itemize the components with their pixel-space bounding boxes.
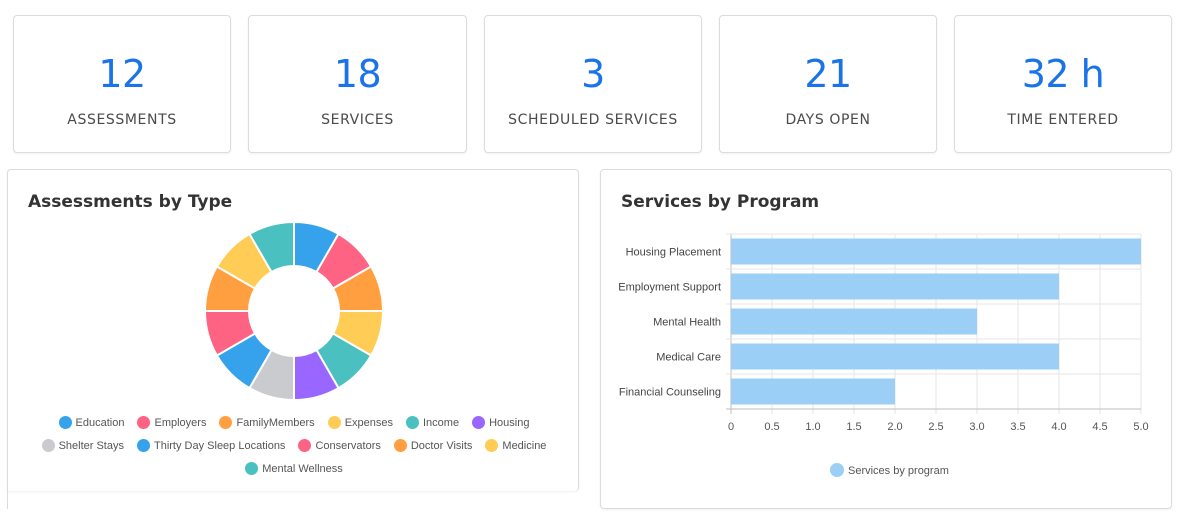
x-tick-label: 1.0: [805, 421, 820, 433]
services-bar-chart: 0 0.5 1.0 1.5 2.0 2.5 3.0 3.5 4.0 4.5 5.0 Housing P…: [618, 233, 1149, 477]
kpi-card-scheduled-services: 3 SCHEDULED SERVICES: [484, 15, 702, 153]
x-tick-label: 0.5: [764, 421, 779, 433]
kpi-value: 3: [581, 52, 605, 96]
legend-swatch: [245, 462, 259, 475]
legend-item-shelter-stays[interactable]: Shelter Stays: [41, 439, 124, 452]
kpi-value: 18: [333, 52, 382, 96]
legend-label: Thirty Day Sleep Locations: [153, 439, 286, 452]
assessments-doughnut-chart: [203, 220, 385, 402]
legend-label: Medicine: [502, 439, 547, 452]
doughnut-slice-mental-wellness[interactable]: [248, 220, 295, 274]
y-category-label: Housing Placement: [626, 247, 721, 259]
legend-label: Income: [423, 416, 460, 429]
legend-item-conservators[interactable]: Conservators: [298, 439, 381, 452]
legend-item-medicine[interactable]: Medicine: [485, 439, 546, 452]
legend-item-mental-wellness[interactable]: Mental Wellness: [245, 462, 343, 475]
legend-label: Conservators: [315, 439, 381, 452]
kpi-card-days-open: 21 DAYS OPEN: [719, 15, 937, 153]
services-by-program-panel: Services by Program 0 0.5 1.0 1.5 2.0 2.5 3.0 3…: [600, 169, 1172, 509]
kpi-label: TIME ENTERED: [1007, 112, 1119, 128]
legend-item-familymembers[interactable]: FamilyMembers: [219, 416, 315, 429]
assessments-by-type-panel: Assessments by Type Education Employers Fa…: [7, 169, 579, 491]
bar-employment-support[interactable]: [731, 273, 1059, 300]
legend-swatch: [298, 439, 312, 452]
legend-label: FamilyMembers: [236, 416, 315, 429]
legend-item-thirty-day-sleep-locations[interactable]: Thirty Day Sleep Locations: [136, 439, 286, 452]
kpi-card-services: 18 SERVICES: [248, 15, 467, 153]
bar-medical-care[interactable]: [731, 343, 1059, 370]
kpi-label: SCHEDULED SERVICES: [508, 112, 678, 128]
kpi-card-time-entered: 32 h TIME ENTERED: [954, 15, 1172, 153]
legend-item-education[interactable]: Education: [58, 416, 125, 429]
legend-label: Employers: [154, 416, 207, 429]
legend-swatch: [485, 439, 499, 452]
kpi-value: 12: [98, 52, 146, 96]
legend-swatch: [137, 416, 151, 429]
y-category-label: Medical Care: [656, 352, 721, 364]
legend-item-housing[interactable]: Housing: [472, 416, 529, 429]
panel-title: Services by Program: [621, 192, 820, 212]
panel-title: Assessments by Type: [28, 192, 233, 212]
bar-financial-counseling[interactable]: [731, 378, 895, 405]
legend-label: Doctor Visits: [410, 439, 473, 452]
legend-label: Housing: [489, 416, 530, 429]
legend-swatch: [406, 416, 419, 429]
x-tick-label: 4.5: [1092, 421, 1107, 433]
legend-item-expenses[interactable]: Expenses: [327, 416, 393, 429]
x-tick-label: 2.0: [887, 421, 902, 433]
legend-label: Mental Wellness: [262, 462, 343, 475]
legend-swatch: [472, 416, 486, 429]
legend-label: Shelter Stays: [58, 439, 124, 452]
legend-swatch: [393, 439, 407, 452]
legend-swatch: [41, 439, 55, 452]
kpi-label: SERVICES: [321, 112, 394, 128]
x-tick-label: 3.0: [969, 421, 984, 433]
kpi-value: 32 h: [1021, 52, 1105, 96]
legend-swatch: [58, 416, 72, 429]
y-category-label: Mental Health: [653, 317, 721, 329]
x-tick-label: 3.5: [1010, 421, 1025, 433]
legend-item-services-by-program[interactable]: Services by program: [848, 465, 949, 477]
legend-item-doctor-visits[interactable]: Doctor Visits: [393, 439, 473, 452]
x-tick-label: 4.0: [1051, 421, 1066, 433]
kpi-label: ASSESSMENTS: [67, 112, 177, 128]
bar-mental-health[interactable]: [731, 308, 977, 335]
x-tick-label: 1.5: [846, 421, 861, 433]
legend-item-income[interactable]: Income: [406, 416, 459, 429]
y-category-label: Employment Support: [618, 282, 721, 294]
legend-item-employers[interactable]: Employers: [137, 416, 206, 429]
x-tick-label: 0: [728, 421, 734, 433]
kpi-value: 21: [804, 52, 852, 96]
legend-label: Expenses: [344, 416, 393, 429]
kpi-card-assessments: 12 ASSESSMENTS: [13, 15, 231, 153]
legend-swatch: [830, 463, 844, 477]
legend-swatch: [327, 416, 341, 429]
x-tick-label: 5.0: [1133, 421, 1148, 433]
y-category-label: Financial Counseling: [619, 387, 721, 399]
legend-label: Education: [75, 416, 125, 429]
kpi-label: DAYS OPEN: [785, 112, 871, 128]
x-tick-label: 2.5: [928, 421, 943, 433]
legend-swatch: [136, 439, 150, 452]
bar-housing-placement[interactable]: [731, 238, 1141, 265]
legend-swatch: [219, 416, 233, 429]
